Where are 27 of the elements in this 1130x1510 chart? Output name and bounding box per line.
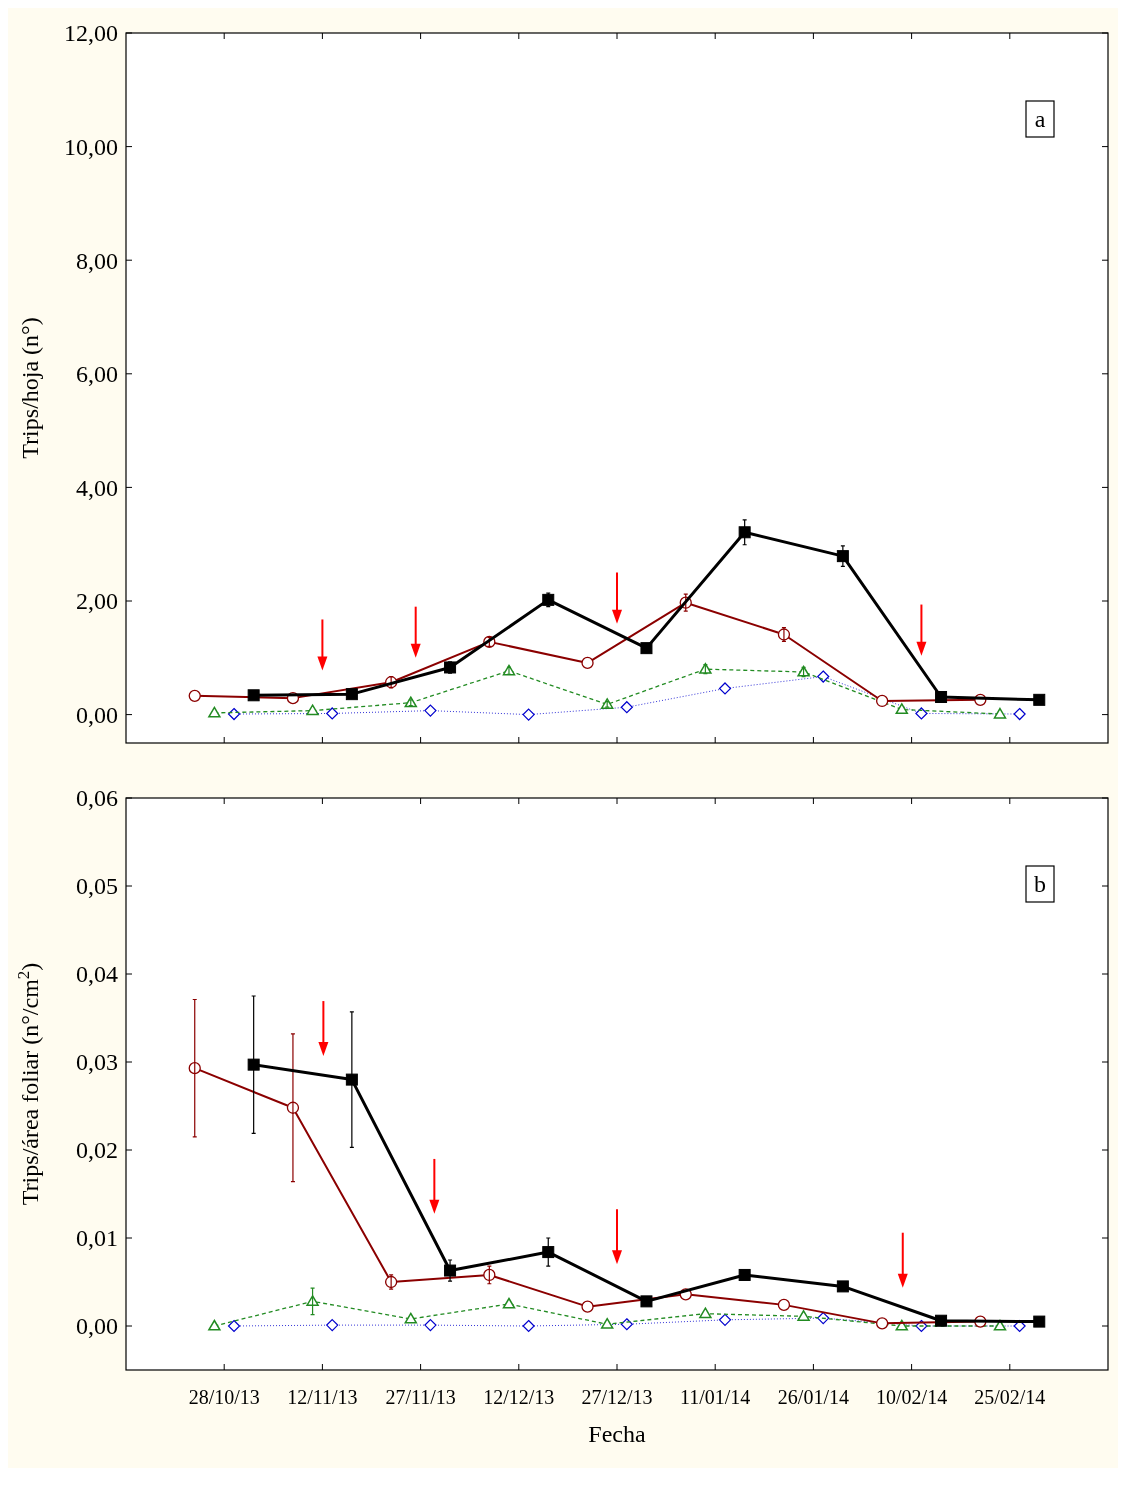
x-tick-label: 27/11/13 bbox=[385, 1386, 456, 1408]
x-tick-label: 28/10/13 bbox=[188, 1386, 260, 1408]
annotation: a bbox=[1034, 106, 1046, 132]
y-tick-label: 10,00 bbox=[64, 134, 118, 160]
y-axis-title: Trips/hoja (n°) bbox=[17, 317, 43, 459]
y-tick-label: 0,04 bbox=[76, 961, 118, 988]
x-axis-title: Fecha bbox=[588, 1421, 646, 1447]
annotation: b bbox=[1034, 871, 1046, 897]
y-tick-label: 0,02 bbox=[76, 1137, 118, 1164]
x-tick-label: 25/02/14 bbox=[974, 1386, 1046, 1408]
y-tick-label: 8,00 bbox=[76, 247, 118, 274]
y-tick-label: 0,05 bbox=[76, 873, 118, 900]
x-tick-label: 10/02/14 bbox=[876, 1386, 948, 1408]
y-tick-label: 4,00 bbox=[76, 474, 118, 501]
x-tick-label: 27/12/13 bbox=[581, 1386, 653, 1408]
y-tick-label: 0,00 bbox=[76, 702, 118, 728]
x-tick-label: 11/01/14 bbox=[680, 1386, 751, 1408]
y-tick-label: 0,00 bbox=[76, 1313, 118, 1340]
y-tick-label: 0,03 bbox=[76, 1049, 118, 1076]
x-tick-label: 12/11/13 bbox=[287, 1386, 358, 1408]
x-tick-label: 12/12/13 bbox=[483, 1386, 555, 1408]
y-tick-label: 6,00 bbox=[76, 361, 118, 388]
y-tick-label: 2,00 bbox=[76, 588, 118, 615]
y-tick-label: 0,06 bbox=[76, 785, 118, 812]
y-tick-label: 0,01 bbox=[76, 1225, 118, 1252]
y-tick-label: 12,00 bbox=[64, 20, 118, 47]
x-tick-label: 26/01/14 bbox=[777, 1386, 849, 1408]
